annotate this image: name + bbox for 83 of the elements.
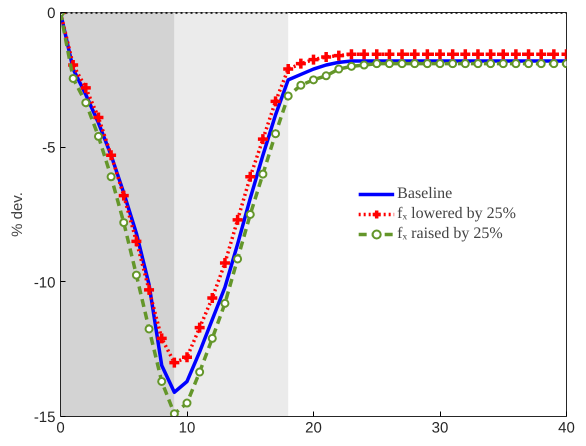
point bbox=[344, 47, 358, 61]
point bbox=[157, 376, 166, 386]
point bbox=[384, 59, 394, 68]
point bbox=[296, 80, 306, 90]
point bbox=[208, 334, 217, 343]
point bbox=[182, 398, 192, 408]
point bbox=[534, 47, 548, 61]
point bbox=[509, 47, 523, 61]
point bbox=[180, 350, 194, 364]
point bbox=[192, 320, 206, 334]
point bbox=[460, 59, 470, 68]
point bbox=[410, 59, 420, 68]
point bbox=[436, 59, 444, 68]
point bbox=[256, 132, 270, 146]
point bbox=[271, 129, 280, 138]
point bbox=[104, 148, 118, 162]
point bbox=[117, 188, 130, 202]
point bbox=[524, 59, 534, 68]
point bbox=[319, 50, 333, 64]
y-tick-label: -15 bbox=[34, 409, 56, 426]
point bbox=[154, 332, 168, 346]
point bbox=[142, 283, 156, 297]
point bbox=[244, 170, 257, 184]
y-tick-label: -5 bbox=[42, 140, 56, 157]
point bbox=[433, 47, 447, 61]
x-tick-label: 40 bbox=[558, 420, 575, 436]
point bbox=[94, 132, 103, 141]
point bbox=[408, 47, 422, 61]
point bbox=[372, 59, 382, 68]
point bbox=[246, 210, 255, 219]
point bbox=[106, 172, 116, 182]
point bbox=[206, 291, 220, 305]
point bbox=[220, 298, 230, 308]
point bbox=[294, 56, 308, 70]
point bbox=[132, 270, 141, 280]
x-tick-label: 30 bbox=[432, 420, 448, 436]
point bbox=[309, 75, 318, 84]
point bbox=[170, 409, 179, 416]
point bbox=[81, 98, 90, 108]
point bbox=[346, 62, 356, 71]
point bbox=[536, 59, 546, 68]
point bbox=[258, 170, 268, 179]
point bbox=[119, 218, 128, 228]
point bbox=[332, 48, 346, 62]
point bbox=[284, 92, 293, 100]
point bbox=[168, 356, 182, 370]
point bbox=[370, 47, 384, 61]
point bbox=[398, 59, 407, 68]
point bbox=[448, 59, 458, 68]
point bbox=[195, 368, 204, 377]
point bbox=[357, 47, 371, 61]
point bbox=[484, 47, 498, 61]
point bbox=[68, 74, 78, 83]
legend-label: Baseline bbox=[397, 185, 452, 203]
point bbox=[218, 256, 232, 270]
x-tick-label: 10 bbox=[178, 420, 196, 436]
point bbox=[382, 47, 396, 61]
point bbox=[511, 59, 520, 68]
point bbox=[422, 59, 432, 68]
point bbox=[92, 110, 106, 124]
point bbox=[360, 60, 369, 70]
point bbox=[144, 324, 154, 334]
point bbox=[281, 62, 295, 76]
point bbox=[79, 81, 93, 95]
point bbox=[473, 59, 482, 68]
point bbox=[395, 47, 409, 61]
y-axis-title: % dev. bbox=[8, 192, 26, 237]
point bbox=[233, 254, 242, 264]
point bbox=[130, 234, 144, 248]
point bbox=[498, 59, 508, 68]
point bbox=[268, 94, 282, 108]
point bbox=[486, 59, 496, 68]
point bbox=[230, 213, 244, 227]
point bbox=[458, 47, 472, 61]
legend-label: fₓ raised by 25% bbox=[397, 225, 503, 243]
legend-label: fₓ lowered by 25% bbox=[397, 205, 516, 223]
point bbox=[306, 52, 320, 66]
point bbox=[549, 59, 558, 68]
point bbox=[334, 64, 344, 74]
point bbox=[322, 71, 331, 80]
x-tick-label: 20 bbox=[305, 420, 322, 436]
y-tick-label: -10 bbox=[34, 274, 56, 292]
y-tick-label: 0 bbox=[47, 5, 56, 22]
